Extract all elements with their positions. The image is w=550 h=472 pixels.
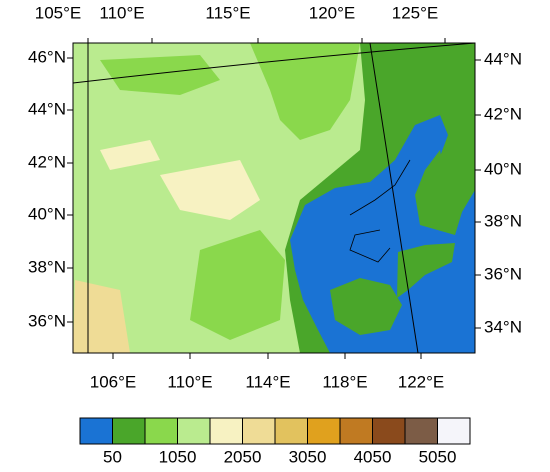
bottom-label: 118°E: [322, 372, 367, 391]
colorbar-label: 50: [103, 447, 122, 466]
colorbar-box: [307, 417, 341, 445]
colorbar-box: [112, 417, 146, 445]
colorbar-box: [177, 417, 211, 445]
left-label: 38°N: [28, 257, 66, 276]
right-label: 44°N: [484, 49, 522, 68]
colorbar-label: 1050: [159, 447, 197, 466]
colorbar-box: [437, 417, 471, 445]
right-label: 38°N: [484, 211, 522, 230]
colorbar-label: 3050: [289, 447, 327, 466]
bottom-label: 122°E: [398, 372, 445, 391]
map-frame: [72, 42, 476, 354]
colorbar-label: 5050: [419, 447, 457, 466]
colorbar-label: 4050: [354, 447, 392, 466]
top-label: 105°E: [35, 3, 82, 22]
bottom-label: 106°E: [90, 372, 137, 391]
top-label: 110°E: [99, 3, 144, 22]
colorbar-box: [242, 417, 276, 445]
left-label: 36°N: [28, 311, 66, 330]
colorbar-box: [274, 417, 308, 445]
left-label: 42°N: [28, 152, 66, 171]
top-label: 115°E: [205, 3, 250, 22]
colorbar-box: [404, 417, 438, 445]
left-label: 46°N: [28, 47, 66, 66]
colorbar-box: [144, 417, 178, 445]
colorbar-box: [339, 417, 373, 445]
right-label: 34°N: [484, 317, 522, 336]
top-label: 125°E: [392, 3, 439, 22]
top-label: 120°E: [309, 3, 356, 22]
colorbar-box: [79, 417, 113, 445]
terrain: [73, 43, 475, 353]
bottom-label: 114°E: [245, 372, 290, 391]
colorbar-box: [372, 417, 406, 445]
right-label: 40°N: [484, 159, 522, 178]
left-label: 44°N: [28, 99, 66, 118]
right-label: 36°N: [484, 264, 522, 283]
colorbar-label: 2050: [224, 447, 262, 466]
right-label: 42°N: [484, 104, 522, 123]
bottom-label: 110°E: [167, 372, 212, 391]
colorbar-box: [209, 417, 243, 445]
left-label: 40°N: [28, 204, 66, 223]
